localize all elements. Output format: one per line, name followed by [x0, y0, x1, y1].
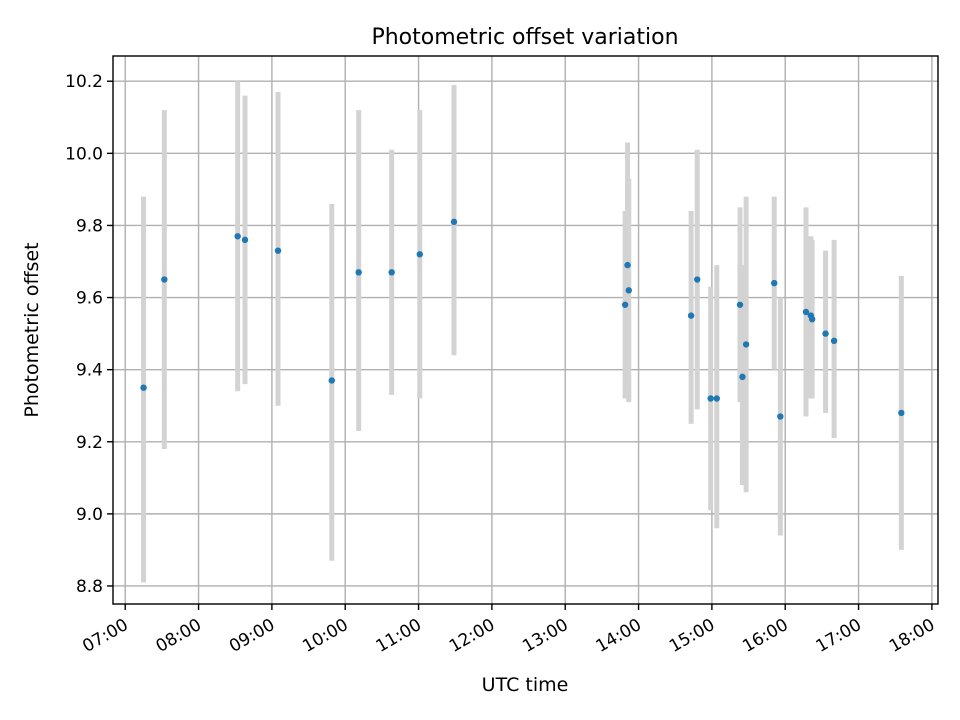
data-points	[140, 218, 905, 420]
y-axis-ticks: 8.8 9.0 9.2 9.4 9.6 9.8 10.0 10.2	[65, 72, 113, 597]
data-point	[328, 377, 335, 384]
data-point	[687, 312, 695, 319]
x-axis-label: UTC time	[482, 674, 569, 696]
x-tick-label: 12:00	[446, 615, 498, 657]
data-point	[450, 218, 458, 226]
data-point	[388, 269, 395, 276]
x-tick-label: 13:00	[519, 615, 571, 657]
data-point	[822, 330, 829, 337]
x-tick-label: 10:00	[299, 615, 351, 657]
data-point	[808, 315, 816, 323]
y-tick-label: 9.2	[76, 433, 103, 453]
y-tick-label: 10.2	[65, 72, 103, 92]
x-tick-label: 16:00	[739, 615, 791, 657]
x-tick-label: 14:00	[593, 615, 645, 657]
data-point	[355, 269, 362, 276]
y-tick-label: 9.4	[76, 361, 103, 381]
data-point	[624, 261, 631, 269]
data-point	[621, 301, 629, 308]
data-point	[707, 395, 714, 402]
y-tick-label: 9.8	[76, 216, 103, 236]
x-tick-label: 11:00	[373, 615, 425, 657]
x-tick-label: 07:00	[79, 615, 131, 657]
data-point	[830, 337, 838, 345]
data-point	[234, 233, 241, 240]
x-tick-label: 18:00	[886, 615, 938, 657]
y-tick-label: 10.0	[65, 144, 103, 164]
x-tick-label: 15:00	[666, 615, 718, 657]
x-axis-ticks: 07:00 08:00 09:00 10:00 11:00 12:00 13:00 14:00…	[79, 604, 938, 657]
data-point	[713, 395, 720, 402]
data-point	[777, 413, 784, 420]
error-bars	[141, 81, 904, 583]
data-point	[736, 301, 744, 308]
data-point	[742, 341, 750, 348]
data-point	[771, 279, 778, 287]
grid	[113, 56, 938, 604]
x-tick-label: 17:00	[813, 615, 865, 657]
y-tick-label: 9.6	[76, 289, 103, 309]
data-point	[161, 276, 168, 283]
chart-title: Photometric offset variation	[371, 25, 678, 50]
x-tick-label: 08:00	[153, 615, 205, 657]
x-tick-label: 09:00	[226, 615, 278, 657]
data-point	[898, 409, 905, 417]
data-point	[739, 373, 746, 381]
data-point	[694, 276, 701, 283]
data-point	[802, 308, 810, 316]
data-point	[274, 247, 282, 254]
data-point	[416, 251, 423, 258]
y-axis-label: Photometric offset	[21, 242, 43, 417]
data-point	[241, 236, 249, 244]
plot-frame	[112, 55, 939, 605]
data-point	[625, 287, 632, 294]
y-tick-label: 9.0	[76, 505, 103, 525]
y-tick-label: 8.8	[76, 577, 103, 597]
data-point	[140, 384, 147, 391]
